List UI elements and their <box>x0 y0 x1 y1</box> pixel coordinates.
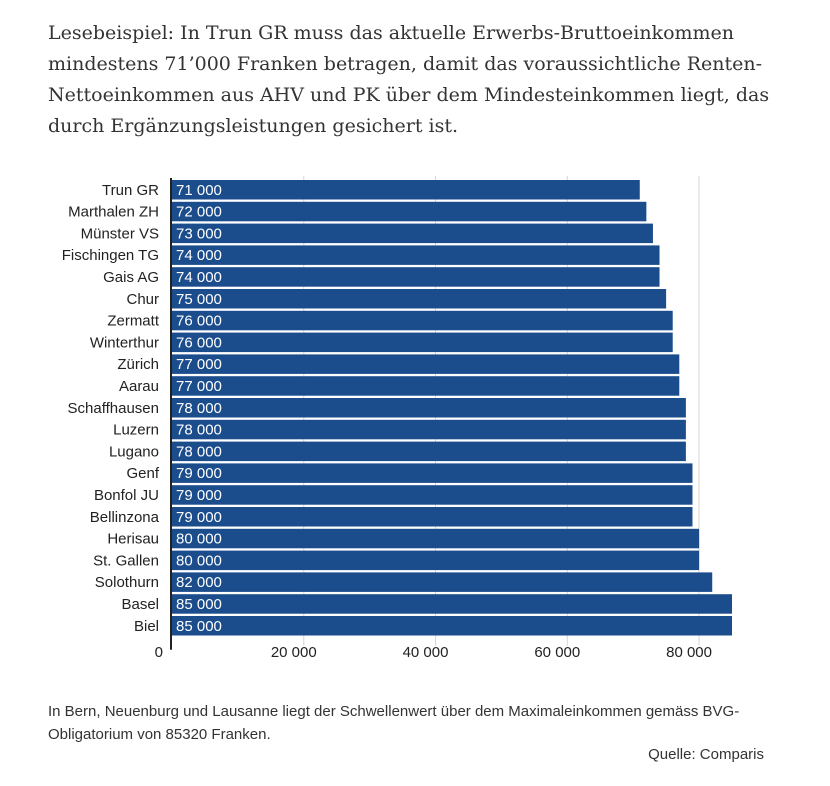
value-label-17: 80 000 <box>176 552 222 569</box>
bar-3 <box>172 245 660 265</box>
bar-6 <box>172 310 673 331</box>
footnote: In Bern, Neuenburg und Lausanne liegt de… <box>48 703 740 743</box>
value-label-19: 85 000 <box>176 596 222 613</box>
bar-5 <box>172 289 667 309</box>
category-label-15: Bellinzona <box>90 509 160 526</box>
category-label-16: Herisau <box>107 531 159 548</box>
bar-11 <box>172 419 686 440</box>
bar-12 <box>172 441 686 462</box>
bar-7 <box>172 332 673 353</box>
value-label-7: 76 000 <box>176 334 222 351</box>
bar-4 <box>172 267 660 287</box>
value-label-15: 79 000 <box>176 509 222 526</box>
category-label-18: Solothurn <box>95 574 159 591</box>
value-label-12: 78 000 <box>176 443 222 460</box>
category-label-2: Münster VS <box>81 225 159 242</box>
category-label-4: Gais AG <box>103 269 159 286</box>
x-tick-label-2: 40 000 <box>403 644 449 661</box>
category-label-13: Genf <box>126 465 159 482</box>
value-label-14: 79 000 <box>176 487 222 504</box>
category-label-6: Zermatt <box>107 313 160 330</box>
income-bar-chart: Trun GR Marthalen ZH Münster VS Fischingen … <box>62 176 732 661</box>
bar-13 <box>172 463 693 483</box>
category-label-12: Lugano <box>109 443 159 460</box>
value-label-1: 72 000 <box>176 204 222 221</box>
value-label-10: 78 000 <box>176 400 222 417</box>
bar-19 <box>172 594 732 614</box>
category-label-19: Basel <box>121 596 159 613</box>
bar-10 <box>172 398 686 418</box>
bar-15 <box>172 507 693 527</box>
category-label-17: St. Gallen <box>93 552 159 569</box>
category-label-0: Trun GR <box>102 182 159 199</box>
value-label-16: 80 000 <box>176 531 222 548</box>
bar-9 <box>172 376 680 396</box>
value-label-11: 78 000 <box>176 422 222 439</box>
value-label-2: 73 000 <box>176 225 222 242</box>
value-label-6: 76 000 <box>176 313 222 330</box>
category-label-11: Luzern <box>113 422 159 439</box>
value-labels: 71 000 72 000 73 000 74 000 74 000 75 000 76 0… <box>176 182 222 635</box>
category-label-5: Chur <box>126 291 159 308</box>
category-label-14: Bonfol JU <box>94 487 159 504</box>
category-label-10: Schaffhausen <box>68 400 159 417</box>
x-tick-label-3: 60 000 <box>534 644 580 661</box>
value-label-9: 77 000 <box>176 378 222 395</box>
category-labels: Trun GR Marthalen ZH Münster VS Fischingen … <box>62 182 160 635</box>
intro-text: Lesebeispiel: In Trun GR muss das aktuel… <box>48 22 770 137</box>
bar-2 <box>172 223 653 244</box>
category-label-8: Zürich <box>117 356 159 373</box>
category-label-20: Biel <box>134 618 159 635</box>
category-label-3: Fischingen TG <box>62 247 159 264</box>
source-credit: Quelle: Comparis <box>648 746 764 763</box>
x-tick-label-0: 0 <box>155 644 163 661</box>
value-label-18: 82 000 <box>176 574 222 591</box>
bar-14 <box>172 485 693 505</box>
bar-17 <box>172 550 700 571</box>
value-label-0: 71 000 <box>176 182 222 199</box>
bars <box>172 180 732 636</box>
value-label-20: 85 000 <box>176 618 222 635</box>
bar-1 <box>172 201 647 222</box>
category-label-1: Marthalen ZH <box>68 204 159 221</box>
value-label-3: 74 000 <box>176 247 222 264</box>
x-tick-labels: 0 20 000 40 000 60 000 80 000 <box>155 644 712 661</box>
x-tick-label-1: 20 000 <box>271 644 317 661</box>
value-label-4: 74 000 <box>176 269 222 286</box>
x-tick-label-4: 80 000 <box>666 644 712 661</box>
category-label-9: Aarau <box>119 378 159 395</box>
bar-18 <box>172 572 713 592</box>
value-label-13: 79 000 <box>176 465 222 482</box>
value-label-8: 77 000 <box>176 356 222 373</box>
bar-16 <box>172 528 700 549</box>
bar-8 <box>172 354 680 374</box>
bar-0 <box>172 180 640 200</box>
bar-20 <box>172 616 732 636</box>
category-label-7: Winterthur <box>90 334 159 351</box>
value-label-5: 75 000 <box>176 291 222 308</box>
